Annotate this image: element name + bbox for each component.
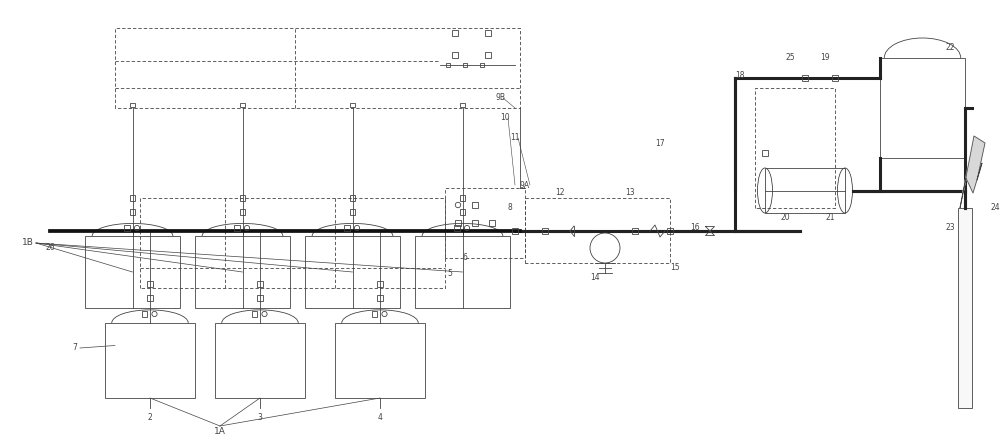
- Bar: [472, 221, 478, 225]
- Bar: [350, 210, 355, 214]
- Bar: [762, 151, 768, 155]
- Text: 15: 15: [670, 264, 680, 272]
- Text: 12: 12: [555, 189, 565, 198]
- Bar: [240, 195, 245, 201]
- Polygon shape: [960, 136, 985, 208]
- Text: 26: 26: [45, 244, 55, 253]
- Bar: [460, 195, 465, 201]
- Bar: [344, 225, 350, 231]
- Text: 24: 24: [990, 203, 1000, 213]
- Bar: [105, 323, 195, 398]
- Bar: [215, 323, 305, 398]
- Text: 13: 13: [625, 189, 635, 198]
- Bar: [489, 221, 495, 225]
- Text: 9B: 9B: [495, 93, 505, 102]
- Bar: [958, 208, 972, 408]
- Bar: [460, 103, 465, 107]
- Text: 9A: 9A: [520, 180, 530, 190]
- Bar: [147, 281, 153, 287]
- Text: 21: 21: [825, 214, 835, 222]
- Bar: [130, 210, 135, 214]
- Text: 4: 4: [378, 413, 382, 423]
- Bar: [632, 229, 638, 233]
- Bar: [452, 52, 458, 58]
- Text: 14: 14: [590, 273, 600, 283]
- Bar: [454, 225, 460, 231]
- Text: 6: 6: [463, 253, 467, 263]
- Bar: [455, 221, 461, 225]
- Text: 1B: 1B: [22, 238, 34, 248]
- Text: 3: 3: [258, 413, 262, 423]
- Text: 11: 11: [510, 133, 520, 143]
- Bar: [485, 52, 491, 58]
- Bar: [305, 236, 400, 308]
- Bar: [257, 281, 263, 287]
- Bar: [350, 103, 355, 107]
- Bar: [415, 236, 510, 308]
- Bar: [667, 229, 673, 233]
- Bar: [234, 225, 240, 231]
- Text: 7: 7: [73, 343, 77, 353]
- Bar: [257, 295, 263, 301]
- Bar: [377, 295, 383, 301]
- Bar: [512, 229, 518, 233]
- Text: 25: 25: [785, 54, 795, 62]
- Bar: [147, 295, 153, 301]
- Bar: [880, 58, 965, 158]
- Bar: [240, 210, 245, 214]
- Text: 10: 10: [500, 113, 510, 123]
- Text: 22: 22: [945, 43, 955, 53]
- Bar: [463, 63, 467, 67]
- Bar: [335, 323, 425, 398]
- Bar: [542, 229, 548, 233]
- Text: 20: 20: [780, 214, 790, 222]
- Text: 5: 5: [448, 268, 452, 277]
- Text: 17: 17: [655, 139, 665, 148]
- Bar: [130, 195, 135, 201]
- Bar: [472, 202, 478, 208]
- Bar: [452, 30, 458, 36]
- Text: 8: 8: [508, 203, 512, 213]
- Text: 16: 16: [690, 224, 700, 233]
- Bar: [377, 281, 383, 287]
- Bar: [252, 311, 257, 317]
- Bar: [485, 30, 491, 36]
- Bar: [832, 75, 838, 81]
- Text: 19: 19: [820, 54, 830, 62]
- Text: 18: 18: [735, 70, 745, 79]
- Bar: [142, 311, 147, 317]
- Bar: [802, 75, 808, 81]
- Text: 23: 23: [945, 224, 955, 233]
- Bar: [85, 236, 180, 308]
- Bar: [372, 311, 377, 317]
- Bar: [765, 168, 845, 213]
- Text: 2: 2: [148, 413, 152, 423]
- Bar: [195, 236, 290, 308]
- Text: 1A: 1A: [214, 427, 226, 435]
- Bar: [130, 103, 135, 107]
- Bar: [460, 210, 465, 214]
- Bar: [446, 63, 450, 67]
- Bar: [240, 103, 245, 107]
- Bar: [480, 63, 484, 67]
- Bar: [124, 225, 130, 231]
- Bar: [350, 195, 355, 201]
